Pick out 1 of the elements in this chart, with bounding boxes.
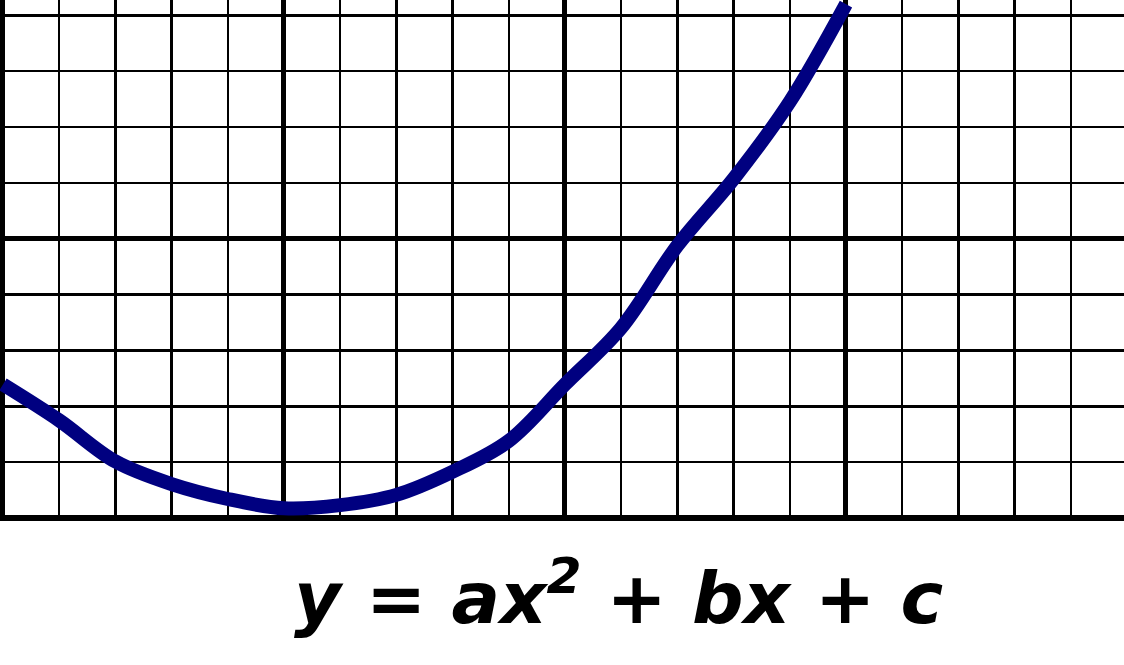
text: y = ax$^{2}$ + bx + c bbox=[294, 546, 944, 641]
